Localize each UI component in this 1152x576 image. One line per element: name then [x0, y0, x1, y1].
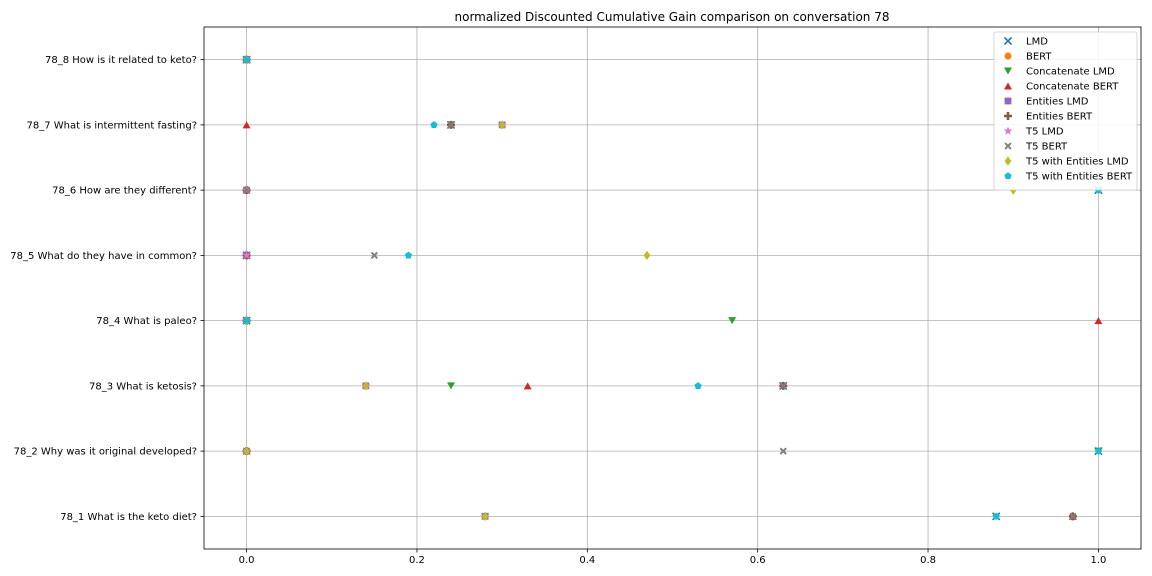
y-tick-label: 78_2 Why was it original developed? [14, 447, 197, 458]
y-tick-label: 78_6 How are they different? [52, 186, 197, 197]
data-point [242, 186, 251, 194]
data-point [430, 121, 438, 128]
data-point [404, 251, 413, 259]
data-point [498, 120, 506, 130]
series-entities-lmd [243, 56, 506, 520]
y-tick-label: 78_4 What is paleo? [96, 316, 197, 327]
legend-label: T5 with Entities LMD [1025, 157, 1129, 168]
data-point [447, 382, 456, 390]
legend: LMD BERT Concatenate LMD Concatenate BERT En… [993, 31, 1138, 191]
data-point [242, 316, 251, 324]
legend-marker [1004, 156, 1012, 166]
legend-marker [1004, 67, 1012, 75]
x-tick-label: 0.8 [920, 555, 936, 566]
series-concatenate-lmd [242, 56, 1103, 520]
legend-marker [1004, 172, 1012, 180]
data-point [1094, 447, 1103, 455]
legend-label: T5 with Entities BERT [1025, 172, 1133, 183]
legend-marker [1004, 142, 1012, 150]
series-t5-bert [242, 56, 1077, 520]
x-tick-label: 0.6 [750, 555, 766, 566]
chart-title: normalized Discounted Cumulative Gain co… [455, 10, 890, 24]
series-t5-with-entities-bert [242, 55, 1103, 520]
legend-label: LMD [1026, 37, 1048, 48]
legend-label: T5 BERT [1025, 142, 1068, 153]
legend-label: Concatenate LMD [1026, 67, 1115, 78]
data-point [242, 55, 251, 63]
y-tick-label: 78_7 What is intermittent fasting? [26, 120, 197, 131]
data-point [1069, 512, 1077, 520]
data-point [242, 250, 251, 260]
legend-label: T5 LMD [1025, 127, 1064, 138]
y-tick-label: 78_8 How is it related to keto? [45, 55, 197, 66]
legend-marker [1003, 36, 1013, 46]
data-point [370, 251, 378, 259]
data-point [1094, 317, 1103, 325]
x-tick-label: 0.4 [579, 555, 595, 566]
legend-marker [1003, 126, 1013, 135]
data-point [728, 317, 737, 325]
series-concatenate-bert [242, 56, 1103, 520]
y-tick-label: 78_3 What is ketosis? [89, 381, 197, 392]
legend-marker [1004, 112, 1012, 120]
series-lmd [242, 55, 1103, 521]
x-tick-label: 0.2 [409, 555, 425, 566]
legend-label: Entities LMD [1026, 97, 1089, 108]
data-point [362, 381, 370, 391]
data-point [992, 512, 1000, 520]
legend-marker [1004, 52, 1012, 60]
data-point [643, 250, 651, 260]
axes: 0.0 0.2 0.4 0.6 0.8 1.0 78_1 What is the keto … [10, 26, 1142, 566]
data-point [481, 511, 489, 521]
data-point [523, 382, 532, 390]
x-tick-label: 0.0 [239, 555, 255, 566]
data-point [243, 446, 250, 456]
legend-label: Entities BERT [1026, 112, 1093, 123]
data-point [447, 121, 455, 129]
legend-marker [1004, 97, 1012, 105]
data-point [694, 382, 702, 389]
legend-label: Concatenate BERT [1026, 82, 1119, 93]
data-point [779, 447, 787, 455]
legend-box [993, 31, 1138, 191]
legend-label: BERT [1026, 52, 1052, 63]
y-tick-label: 78_5 What do they have in common? [10, 251, 197, 262]
series-bert [243, 56, 1077, 520]
y-tick-label: 78_1 What is the keto diet? [60, 512, 197, 523]
legend-marker [1004, 82, 1012, 90]
data-point [779, 382, 787, 390]
x-tick-label: 1.0 [1090, 555, 1106, 566]
series-entities-bert [242, 55, 1077, 521]
data-point [242, 121, 251, 129]
plot-frame [203, 26, 1142, 550]
